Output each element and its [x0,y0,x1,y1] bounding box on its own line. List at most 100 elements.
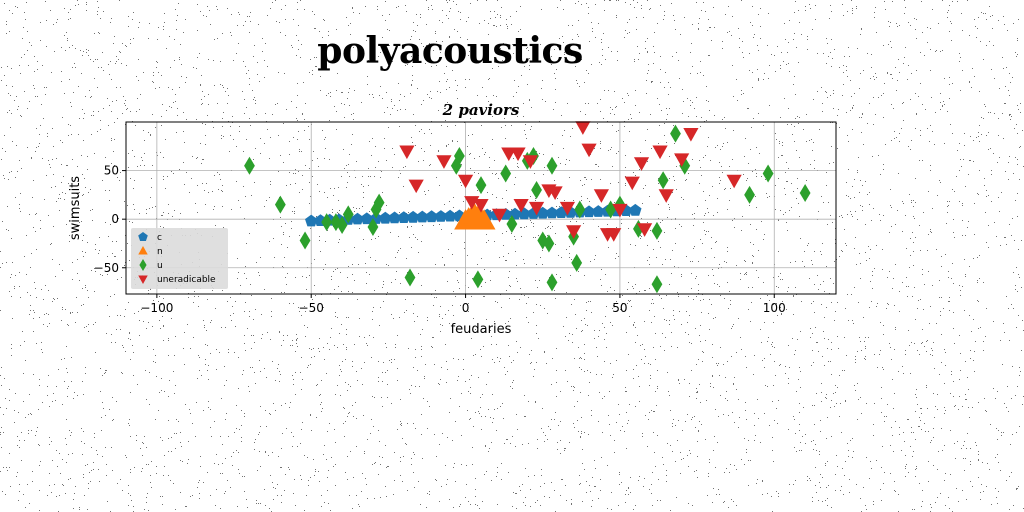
point-u [453,147,465,166]
legend-label: uneradicable [157,275,216,285]
x-tick-label: −50 [299,301,324,315]
point-u [744,185,755,204]
point-uneradicable [457,174,474,189]
point-uneradicable [436,155,452,169]
x-tick-label: 50 [612,301,627,315]
point-u [531,181,542,200]
y-tick-label: 0 [111,212,119,226]
point-c [360,212,373,225]
point-u [367,217,379,236]
point-c [582,205,596,218]
point-c [305,214,318,227]
point-uneradicable [528,201,545,216]
point-u [342,205,354,224]
point-u [475,176,487,195]
series-n [454,203,496,230]
point-uneradicable [408,179,424,194]
point-u [651,275,663,294]
legend-label: c [157,233,162,243]
point-c [629,203,642,216]
point-c [406,210,420,223]
point-u [299,231,311,250]
point-c [425,210,438,223]
point-uneradicable [606,228,622,242]
point-u [321,213,333,232]
y-tick-label: 50 [104,164,119,178]
point-u [670,124,681,143]
point-c [592,205,605,217]
point-uneradicable [683,128,699,142]
point-uneradicable [559,201,576,216]
point-uneradicable [674,153,690,167]
point-uneradicable [652,145,668,160]
point-uneradicable [473,198,489,213]
point-c [388,211,401,224]
point-u [571,253,583,272]
legend-marker [139,259,147,271]
point-uneradicable [633,157,650,171]
data-points [244,121,811,294]
point-u [574,200,586,219]
legend-marker [138,275,148,284]
legend-label: u [157,261,163,271]
point-c [443,209,457,222]
point-c [379,211,392,224]
legend-marker [138,246,148,255]
point-u [472,270,484,289]
chart-title-group: 2 paviors [442,101,520,119]
point-u [546,273,558,292]
point-u [546,156,558,175]
legend-label: n [157,247,163,257]
plot-frame [125,121,837,295]
point-u [543,234,555,253]
point-u [506,215,518,234]
point-uneradicable [593,189,609,203]
point-u [657,171,669,190]
point-u [336,216,348,235]
point-uneradicable [726,174,742,189]
x-tick-label: 100 [763,301,786,315]
point-c [351,212,364,225]
point-u [274,195,286,214]
y-tick-label: −50 [94,261,119,275]
point-uneradicable [566,225,582,239]
point-uneradicable [658,189,674,203]
point-uneradicable [575,121,591,135]
point-u [404,268,416,287]
point-uneradicable [637,223,653,237]
axis-ticks: −100 −50 0 50 100 −50 0 50 [94,164,786,315]
point-u [373,193,385,212]
point-c [397,211,410,223]
point-n [472,209,496,230]
point-u [762,164,774,183]
point-uneradicable [581,143,597,158]
y-axis-label: swimsuits [68,176,83,240]
series-uneradicable [399,121,742,242]
x-tick-label: −100 [140,301,173,315]
x-axis-label: feudaries [451,322,512,337]
point-uneradicable [522,155,538,169]
point-u [651,221,663,240]
point-c [545,206,559,219]
point-uneradicable [491,208,508,223]
series-u [244,124,811,294]
page-title: polyacoustics [317,30,583,72]
point-uneradicable [624,176,640,191]
point-u [799,183,811,202]
point-u [244,156,255,175]
point-u [500,164,512,183]
point-uneradicable [547,186,563,200]
point-c [434,210,448,222]
legend-marker [138,232,148,241]
x-tick-label: 0 [462,301,470,315]
point-uneradicable [399,145,415,160]
legend-box [131,228,228,289]
point-c [416,210,429,223]
point-uneradicable [510,147,526,162]
point-uneradicable [513,198,529,213]
legend: cnu uneradicable [131,228,228,289]
point-uneradicable [612,203,628,218]
chart-title: 2 paviors [442,101,520,119]
